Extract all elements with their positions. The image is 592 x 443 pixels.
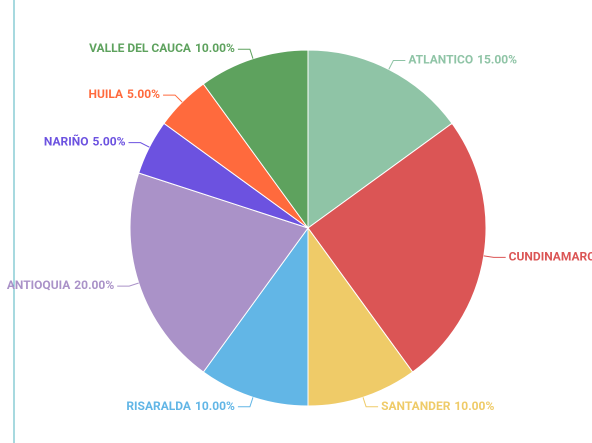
slice-label: RISARALDA 10.00% [126, 399, 235, 413]
slice-label: NARIÑO 5.00% [44, 134, 126, 149]
value-label: 10.00% [454, 399, 494, 413]
category-name: SANTANDER [381, 399, 451, 413]
value-label: 5.00% [127, 87, 160, 101]
value-label: 15.00% [477, 53, 517, 67]
leader-line [483, 255, 506, 258]
leader-line [237, 48, 254, 59]
category-name: HUILA [88, 87, 123, 101]
slice-label: ATLANTICO 15.00% [408, 53, 517, 67]
slice-label: ANTIOQUIA 20.00% [7, 278, 114, 292]
leader-line [237, 397, 254, 408]
leader-line [117, 282, 139, 287]
category-name: VALLE DEL CAUCA [89, 41, 192, 55]
category-name: RISARALDA [126, 399, 192, 413]
category-name: NARIÑO [44, 134, 89, 149]
pie-slice [129, 172, 309, 373]
category-name: CUNDINAMARCA [509, 250, 592, 264]
pie-slice [202, 226, 309, 407]
value-label: 10.00% [195, 41, 235, 55]
leader-line [362, 397, 379, 408]
pie-slice [202, 49, 309, 230]
category-name: ATLANTICO [408, 53, 473, 67]
value-label: 10.00% [195, 399, 235, 413]
slice-label: VALLE DEL CAUCA 10.00% [89, 41, 235, 55]
leader-line [388, 59, 406, 70]
category-name: ANTIOQUIA [7, 278, 71, 292]
value-label: 5.00% [92, 135, 125, 149]
slice-label: CUNDINAMARCA25.00% [509, 250, 592, 264]
pie-slice [307, 226, 414, 407]
value-label: 20.00% [74, 278, 114, 292]
leader-line [163, 94, 183, 103]
leader-line [128, 142, 150, 148]
slice-label: HUILA 5.00% [88, 87, 160, 101]
slice-label: SANTANDER 10.00% [381, 399, 494, 413]
